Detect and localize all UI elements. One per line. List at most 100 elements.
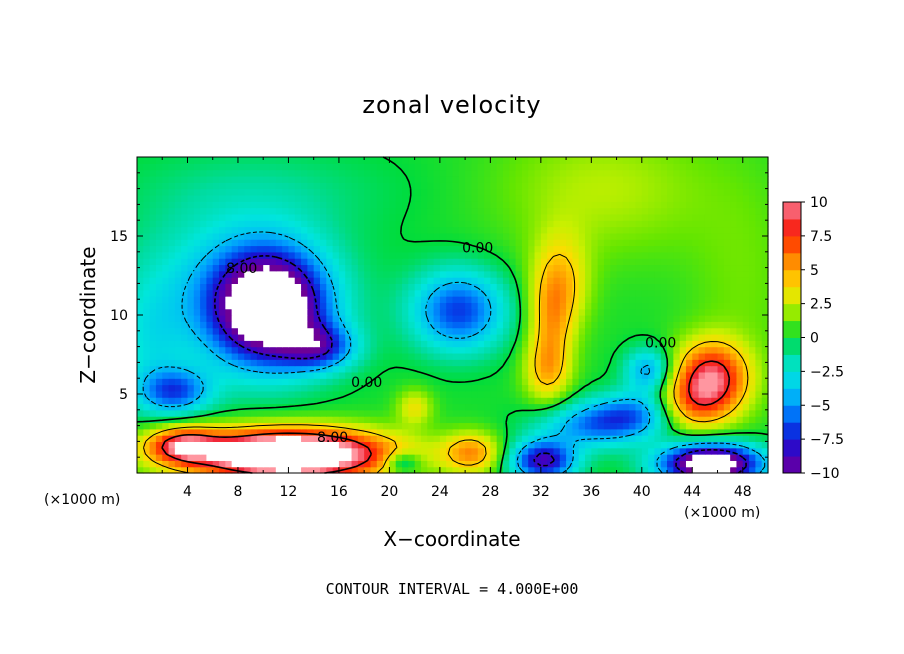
heatmap-cell: [237, 163, 245, 171]
heatmap-cell: [212, 359, 220, 367]
heatmap-cell: [648, 340, 656, 348]
heatmap-cell: [698, 333, 706, 341]
heatmap-cell: [383, 315, 390, 322]
heatmap-cell: [597, 157, 605, 164]
heatmap-cell: [383, 258, 390, 266]
heatmap-cell: [730, 157, 738, 164]
heatmap-cell: [477, 251, 485, 259]
heatmap-cell: [244, 226, 252, 234]
heatmap-cell: [332, 163, 340, 171]
heatmap-cell: [193, 428, 201, 436]
heatmap-cell: [263, 409, 271, 417]
heatmap-cell: [345, 333, 353, 341]
heatmap-cell: [332, 422, 340, 430]
heatmap-cell: [591, 340, 599, 348]
heatmap-cell: [420, 384, 428, 392]
heatmap-cell: [622, 397, 630, 405]
heatmap-cell: [193, 390, 201, 398]
heatmap-cell: [679, 422, 687, 430]
heatmap-cell: [591, 163, 599, 171]
heatmap-cell: [566, 365, 573, 373]
heatmap-cell: [717, 213, 725, 221]
heatmap-cell: [288, 352, 296, 360]
heatmap-cell: [597, 397, 605, 405]
heatmap-cell: [654, 416, 662, 424]
heatmap-cell: [635, 422, 643, 430]
heatmap-cell: [383, 416, 390, 424]
heatmap-cell: [730, 435, 738, 442]
heatmap-cell: [685, 270, 693, 278]
heatmap-cell: [648, 428, 656, 436]
heatmap-cell: [704, 466, 712, 474]
heatmap-cell: [723, 277, 731, 284]
heatmap-cell: [414, 182, 422, 190]
heatmap-cell: [181, 441, 189, 449]
heatmap-cell: [370, 277, 378, 284]
heatmap-cell: [256, 397, 264, 405]
heatmap-cell: [408, 194, 416, 202]
heatmap-cell: [263, 169, 271, 177]
heatmap-cell: [521, 321, 529, 329]
heatmap-cell: [307, 194, 315, 202]
heatmap-cell: [174, 435, 182, 442]
heatmap-cell: [263, 296, 271, 303]
heatmap-cell: [225, 270, 233, 278]
heatmap-cell: [231, 441, 239, 449]
heatmap-cell: [591, 232, 599, 240]
heatmap-cell: [755, 302, 763, 310]
heatmap-cell: [660, 435, 668, 442]
heatmap-cell: [679, 441, 687, 449]
heatmap-cell: [591, 226, 599, 234]
heatmap-cell: [572, 270, 580, 278]
heatmap-cell: [509, 213, 517, 221]
heatmap-cell: [319, 359, 327, 367]
heatmap-cell: [667, 169, 674, 177]
heatmap-cell: [149, 428, 157, 436]
heatmap-cell: [654, 182, 662, 190]
heatmap-cell: [502, 390, 510, 398]
heatmap-cell: [742, 352, 750, 360]
heatmap-cell: [364, 207, 372, 215]
heatmap-cell: [597, 302, 605, 310]
heatmap-cell: [723, 308, 731, 316]
heatmap-cell: [458, 194, 466, 202]
heatmap-cell: [376, 460, 384, 468]
heatmap-cell: [559, 239, 567, 247]
heatmap-cell: [685, 308, 693, 316]
heatmap-cell: [427, 289, 435, 297]
heatmap-cell: [622, 213, 630, 221]
heatmap-cell: [313, 270, 321, 278]
heatmap-cell: [723, 441, 731, 449]
heatmap-cell: [591, 169, 599, 177]
heatmap-cell: [616, 245, 624, 253]
heatmap-cell: [685, 201, 693, 209]
heatmap-cell: [736, 175, 744, 183]
heatmap-cell: [521, 188, 529, 196]
heatmap-cell: [755, 188, 763, 196]
heatmap-cell: [477, 289, 485, 297]
heatmap-cell: [225, 258, 233, 266]
heatmap-cell: [717, 296, 725, 303]
heatmap-cell: [490, 428, 498, 436]
heatmap-cell: [616, 454, 624, 461]
heatmap-cell: [269, 277, 277, 284]
heatmap-cell: [414, 466, 422, 474]
heatmap-cell: [137, 416, 144, 424]
heatmap-cell: [237, 466, 245, 474]
heatmap-cell: [540, 333, 548, 341]
heatmap-cell: [736, 460, 744, 468]
heatmap-cell: [509, 232, 517, 240]
heatmap-cell: [629, 296, 637, 303]
heatmap-cell: [458, 390, 466, 398]
heatmap-cell: [711, 315, 719, 322]
heatmap-cell: [484, 220, 491, 228]
heatmap-cell: [187, 175, 195, 183]
heatmap-cell: [502, 220, 510, 228]
heatmap-cell: [244, 258, 252, 266]
heatmap-cell: [370, 403, 378, 411]
heatmap-cell: [244, 352, 252, 360]
heatmap-cell: [155, 302, 163, 310]
heatmap-cell: [452, 175, 460, 183]
heatmap-cell: [566, 422, 573, 430]
heatmap-cell: [206, 239, 214, 247]
